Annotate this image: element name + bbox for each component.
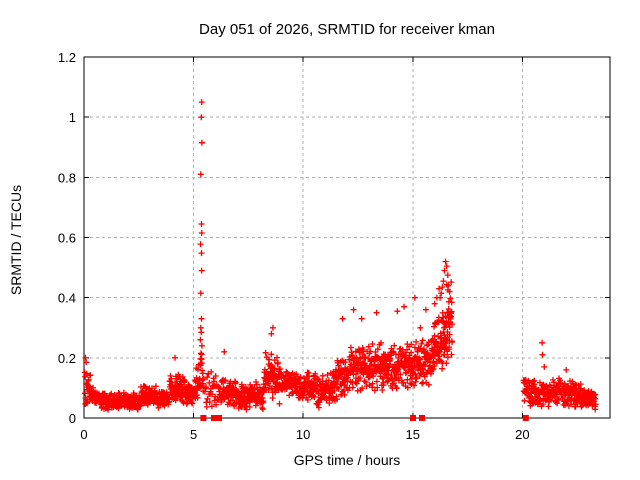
svg-text:0.2: 0.2 (58, 351, 76, 366)
scatter-points-plus (81, 99, 599, 413)
svg-text:20: 20 (515, 427, 529, 442)
svg-text:0.4: 0.4 (58, 291, 76, 306)
svg-text:5: 5 (190, 427, 197, 442)
svg-text:15: 15 (406, 427, 420, 442)
svg-text:0: 0 (80, 427, 87, 442)
svg-text:1: 1 (69, 110, 76, 125)
svg-text:0: 0 (69, 411, 76, 426)
tick-marks (83, 56, 610, 419)
x-axis-label: GPS time / hours (293, 452, 401, 468)
y-tick-labels: 0 0.2 0.4 0.6 0.8 1 1.2 (58, 50, 76, 426)
svg-text:0.8: 0.8 (58, 170, 76, 185)
x-tick-labels: 0 5 10 15 20 (80, 427, 529, 442)
svg-text:0.6: 0.6 (58, 231, 76, 246)
grid-lines (84, 57, 610, 418)
svg-text:10: 10 (296, 427, 310, 442)
svg-text:1.2: 1.2 (58, 50, 76, 65)
chart-title: Day 051 of 2026, SRMTID for receiver kma… (199, 21, 495, 38)
y-axis-label: SRMTID / TECUs (8, 184, 24, 296)
